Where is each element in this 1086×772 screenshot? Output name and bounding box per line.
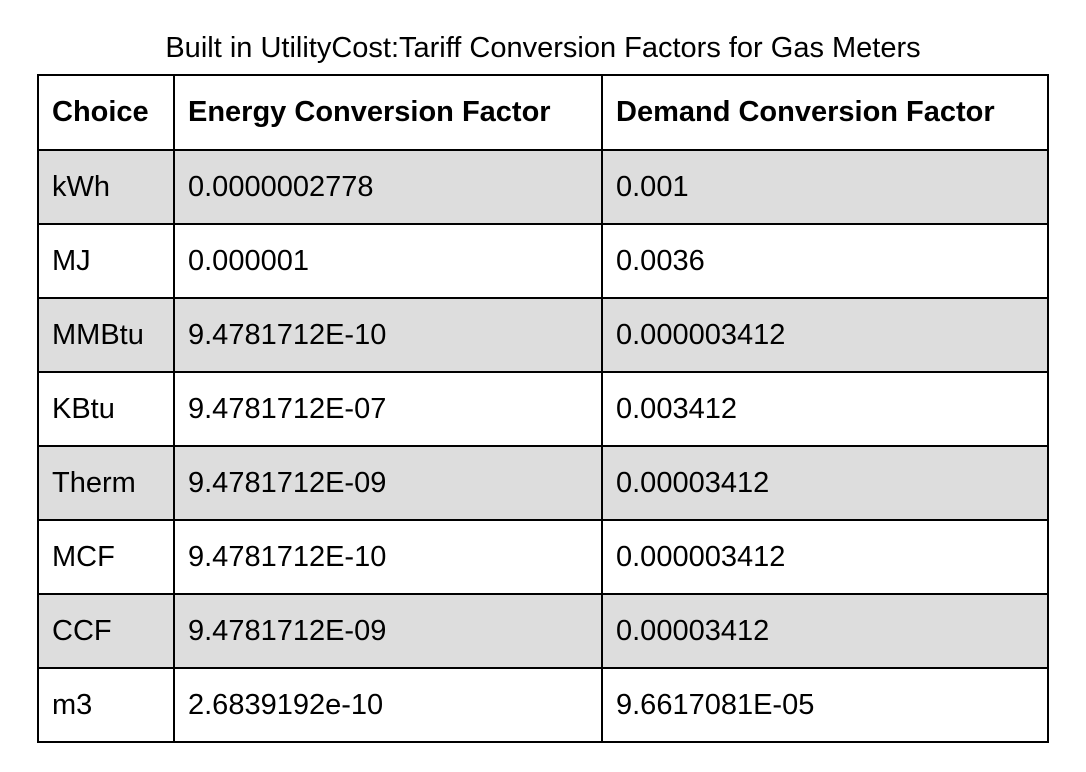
demand-factor-cell: 0.003412 [601,371,1049,447]
table-row: kWh 0.0000002778 0.001 [37,149,1049,225]
column-header-demand-conversion-factor: Demand Conversion Factor [601,74,1049,151]
energy-factor-cell: 9.4781712E-09 [173,593,603,669]
energy-factor-cell: 9.4781712E-10 [173,519,603,595]
table-row: MJ 0.000001 0.0036 [37,223,1049,299]
choice-cell: kWh [37,149,175,225]
table-caption: Built in UtilityCost:Tariff Conversion F… [165,32,921,64]
energy-factor-cell: 9.4781712E-07 [173,371,603,447]
demand-factor-cell: 9.6617081E-05 [601,667,1049,743]
demand-factor-cell: 0.0036 [601,223,1049,299]
table-row: KBtu 9.4781712E-07 0.003412 [37,371,1049,447]
table-row: m3 2.6839192e-10 9.6617081E-05 [37,667,1049,743]
demand-factor-cell: 0.001 [601,149,1049,225]
energy-factor-cell: 0.000001 [173,223,603,299]
energy-factor-cell: 2.6839192e-10 [173,667,603,743]
conversion-factors-table: Choice Energy Conversion Factor Demand C… [37,74,1049,743]
table-header-row: Choice Energy Conversion Factor Demand C… [37,74,1049,151]
demand-factor-cell: 0.00003412 [601,445,1049,521]
choice-cell: MJ [37,223,175,299]
table-row: MCF 9.4781712E-10 0.000003412 [37,519,1049,595]
choice-cell: m3 [37,667,175,743]
demand-factor-cell: 0.00003412 [601,593,1049,669]
energy-factor-cell: 9.4781712E-10 [173,297,603,373]
table-row: CCF 9.4781712E-09 0.00003412 [37,593,1049,669]
choice-cell: MMBtu [37,297,175,373]
choice-cell: CCF [37,593,175,669]
table-row: MMBtu 9.4781712E-10 0.000003412 [37,297,1049,373]
demand-factor-cell: 0.000003412 [601,519,1049,595]
energy-factor-cell: 0.0000002778 [173,149,603,225]
choice-cell: KBtu [37,371,175,447]
choice-cell: MCF [37,519,175,595]
column-header-choice: Choice [37,74,175,151]
choice-cell: Therm [37,445,175,521]
table-row: Therm 9.4781712E-09 0.00003412 [37,445,1049,521]
energy-factor-cell: 9.4781712E-09 [173,445,603,521]
column-header-energy-conversion-factor: Energy Conversion Factor [173,74,603,151]
demand-factor-cell: 0.000003412 [601,297,1049,373]
